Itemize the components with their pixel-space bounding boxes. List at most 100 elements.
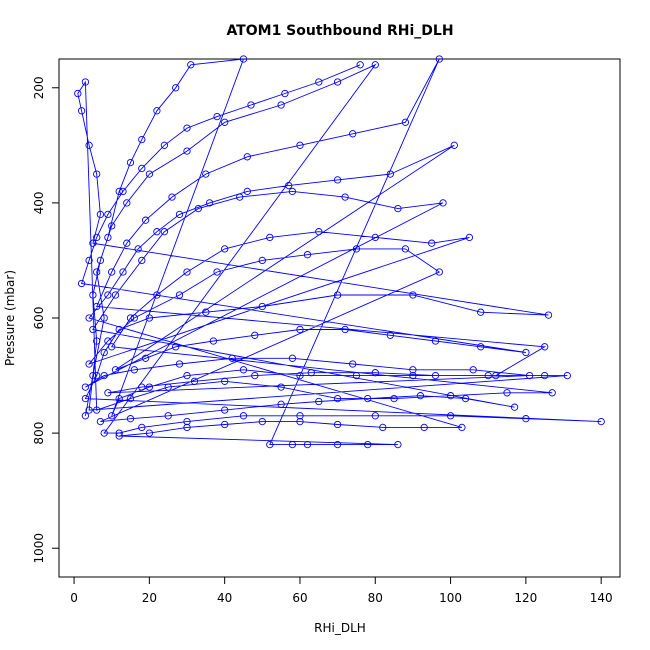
y-tick-label: 400 xyxy=(32,191,46,214)
chart-title: ATOM1 Southbound RHi_DLH xyxy=(226,23,453,39)
data-point xyxy=(352,245,361,253)
data-point xyxy=(420,423,428,432)
data-point xyxy=(183,371,191,380)
data-point xyxy=(183,417,191,426)
data-point xyxy=(266,440,274,449)
data-point xyxy=(81,394,90,403)
data-point xyxy=(303,440,312,449)
data-point xyxy=(100,348,108,357)
data-point xyxy=(352,371,361,380)
data-point xyxy=(296,325,304,334)
data-point xyxy=(364,394,372,403)
data-point xyxy=(145,383,154,391)
data-point xyxy=(371,233,379,242)
data-point xyxy=(431,371,440,380)
data-point xyxy=(164,412,172,420)
data-point xyxy=(251,331,259,339)
data-point xyxy=(93,302,101,311)
data-point xyxy=(386,170,394,178)
data-point xyxy=(277,101,285,109)
x-tick-label: 100 xyxy=(439,591,462,605)
data-point xyxy=(104,233,112,242)
data-point xyxy=(153,228,161,236)
data-point xyxy=(89,239,97,247)
data-point xyxy=(333,78,342,86)
data-point xyxy=(221,406,229,414)
data-point xyxy=(364,440,372,449)
data-point xyxy=(130,366,138,374)
data-point xyxy=(104,389,112,397)
data-point xyxy=(74,89,82,98)
data-point xyxy=(525,371,534,380)
data-point xyxy=(315,78,323,86)
data-point xyxy=(104,291,112,299)
data-point xyxy=(93,233,101,242)
data-point xyxy=(401,118,410,126)
data-point xyxy=(296,371,304,380)
data-point xyxy=(202,170,210,178)
data-point xyxy=(81,78,90,86)
data-point xyxy=(183,268,191,276)
data-point xyxy=(394,440,402,449)
data-point xyxy=(108,268,116,276)
data-point xyxy=(93,406,101,414)
x-tick-label: 140 xyxy=(590,591,613,605)
data-point xyxy=(104,210,112,219)
data-point xyxy=(126,158,135,167)
data-point xyxy=(209,337,218,345)
data-point xyxy=(100,429,108,437)
data-point xyxy=(138,423,146,432)
data-point xyxy=(492,371,500,380)
data-point xyxy=(416,392,425,400)
data-point xyxy=(446,392,455,400)
data-point xyxy=(288,440,297,449)
data-point xyxy=(541,371,549,380)
data-point xyxy=(153,107,161,115)
data-point xyxy=(96,210,105,219)
data-point xyxy=(115,187,123,196)
data-point xyxy=(333,394,342,403)
x-tick-label: 120 xyxy=(514,591,537,605)
data-point xyxy=(100,371,108,380)
data-point xyxy=(477,308,485,316)
data-point xyxy=(172,343,180,351)
y-axis: 200 400 600 800 1000 xyxy=(32,76,59,563)
data-point xyxy=(96,417,105,426)
data-point xyxy=(371,61,379,69)
data-point xyxy=(371,369,379,377)
data-point xyxy=(379,423,387,432)
data-point xyxy=(111,291,120,299)
data-point xyxy=(138,164,146,173)
data-point xyxy=(115,432,123,440)
y-tick-label: 600 xyxy=(32,307,46,330)
data-point xyxy=(544,311,553,319)
data-point xyxy=(239,366,248,374)
data-point xyxy=(484,371,492,380)
data-point xyxy=(96,256,105,265)
data-point xyxy=(409,291,417,299)
data-point xyxy=(221,377,229,385)
data-point xyxy=(89,291,97,299)
data-point xyxy=(285,181,293,190)
data-point xyxy=(221,245,229,253)
data-point xyxy=(315,228,323,236)
data-point xyxy=(89,371,97,380)
data-point xyxy=(115,394,123,403)
data-point xyxy=(277,383,285,391)
y-tick-label: 200 xyxy=(32,76,46,99)
data-point xyxy=(85,141,93,149)
data-point xyxy=(458,423,466,432)
data-point xyxy=(341,325,349,334)
data-point xyxy=(138,256,146,265)
data-point xyxy=(288,187,297,196)
data-point xyxy=(77,107,86,115)
data-point xyxy=(175,210,184,219)
data-point xyxy=(187,61,195,69)
data-point xyxy=(258,417,266,426)
data-point xyxy=(394,204,402,213)
data-point xyxy=(93,371,101,380)
data-point xyxy=(303,251,312,259)
data-point xyxy=(183,423,191,432)
data-point xyxy=(522,415,530,423)
data-point xyxy=(477,343,485,351)
